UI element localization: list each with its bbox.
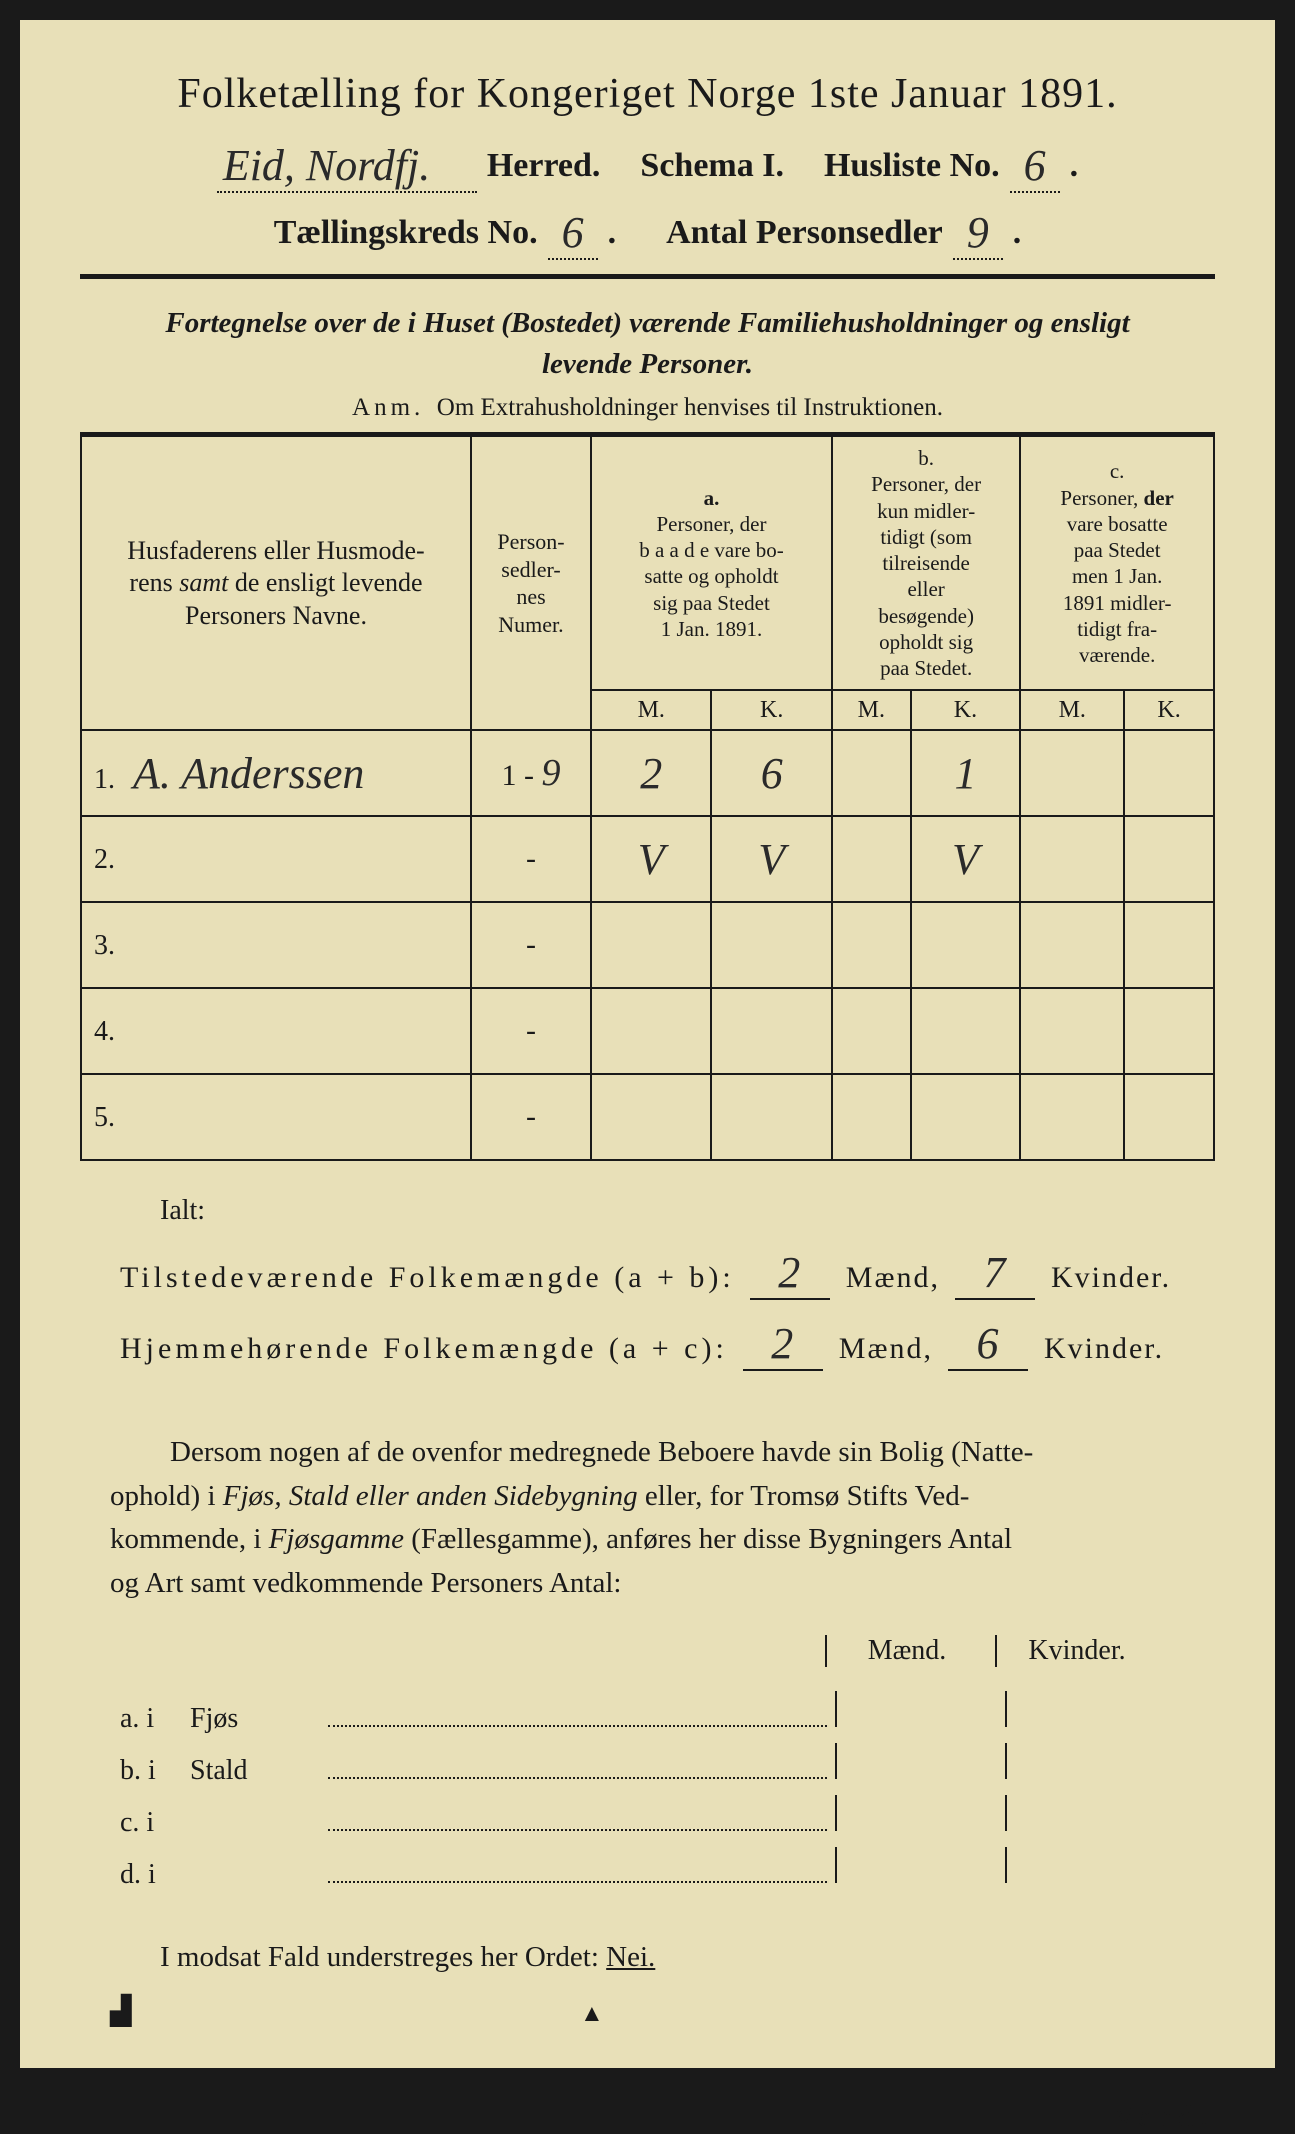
side-buildings: a. i Fjøs b. i Stald c. i d. i: [120, 1691, 1175, 1891]
table-row: 1.A. Anderssen 1 - 9 2 6 1: [81, 730, 1214, 816]
table-row: 5. -: [81, 1074, 1214, 1160]
husliste-label: Husliste No.: [824, 147, 1000, 185]
schema-label: Schema I.: [640, 147, 784, 185]
personsedler-no: 9: [953, 207, 1003, 260]
col-a-header: a. Personer, derb a a d e vare bo-satte …: [591, 436, 832, 690]
page-title: Folketælling for Kongeriget Norge 1ste J…: [80, 70, 1215, 118]
totals-block: Ialt: Tilstedeværende Folkemængde (a + b…: [80, 1195, 1215, 1371]
col-b-m: M.: [832, 690, 911, 730]
col-header-numer: Person-sedler-nesNumer.: [471, 436, 591, 730]
mk-header: Mænd. Kvinder.: [80, 1635, 1145, 1667]
hjemmehoerende-line: Hjemmehørende Folkemængde (a + c): 2 Mæn…: [120, 1318, 1215, 1371]
header-row-2: Tællingskreds No. 6 . Antal Personsedler…: [80, 203, 1215, 256]
col-c-header: c. Personer, dervare bosattepaa Stedetme…: [1020, 436, 1214, 690]
husliste-no: 6: [1010, 140, 1060, 193]
nei-line: I modsat Fald understreges her Ordet: Ne…: [160, 1941, 1215, 1974]
personsedler-label: Antal Personsedler: [666, 214, 943, 252]
divider: [80, 274, 1215, 279]
col-c-k: K.: [1124, 690, 1214, 730]
herred-field: Eid, Nordfj.: [217, 140, 477, 193]
col-header-names: Husfaderens eller Husmode-rens samt de e…: [81, 436, 471, 730]
col-b-k: K.: [911, 690, 1021, 730]
tilstedevaerende-line: Tilstedeværende Folkemængde (a + b): 2 M…: [120, 1247, 1215, 1300]
herred-label: Herred.: [487, 147, 601, 185]
col-a-k: K.: [711, 690, 831, 730]
ialt-title: Ialt:: [160, 1195, 1215, 1227]
census-table: Husfaderens eller Husmode-rens samt de e…: [80, 435, 1215, 1161]
anm-note: Anm. Om Extrahusholdninger henvises til …: [80, 394, 1215, 422]
subtitle: Fortegnelse over de i Huset (Bostedet) v…: [80, 303, 1215, 384]
table-body: 1.A. Anderssen 1 - 9 2 6 1 2. - V V V 3.: [81, 730, 1214, 1160]
col-b-header: b. Personer, derkun midler-tidigt (somti…: [832, 436, 1020, 690]
side-row: c. i: [120, 1795, 1175, 1839]
side-row: b. i Stald: [120, 1743, 1175, 1787]
table-row: 4. -: [81, 988, 1214, 1074]
kreds-label: Tællingskreds No.: [274, 214, 538, 252]
side-row: a. i Fjøs: [120, 1691, 1175, 1735]
table-row: 2. - V V V: [81, 816, 1214, 902]
col-c-m: M.: [1020, 690, 1124, 730]
table-row: 3. -: [81, 902, 1214, 988]
side-row: d. i: [120, 1847, 1175, 1891]
col-a-m: M.: [591, 690, 711, 730]
header-row-1: Eid, Nordfj. Herred. Schema I. Husliste …: [80, 136, 1215, 189]
vend-label: Vend!: [1113, 2094, 1215, 2134]
side-building-paragraph: Dersom nogen af de ovenfor medregnede Be…: [110, 1431, 1185, 1605]
corner-mark: ▟: [110, 1994, 132, 2028]
census-page: Folketælling for Kongeriget Norge 1ste J…: [20, 20, 1275, 2068]
kreds-no: 6: [548, 207, 598, 260]
center-mark: ▲: [580, 2001, 604, 2028]
